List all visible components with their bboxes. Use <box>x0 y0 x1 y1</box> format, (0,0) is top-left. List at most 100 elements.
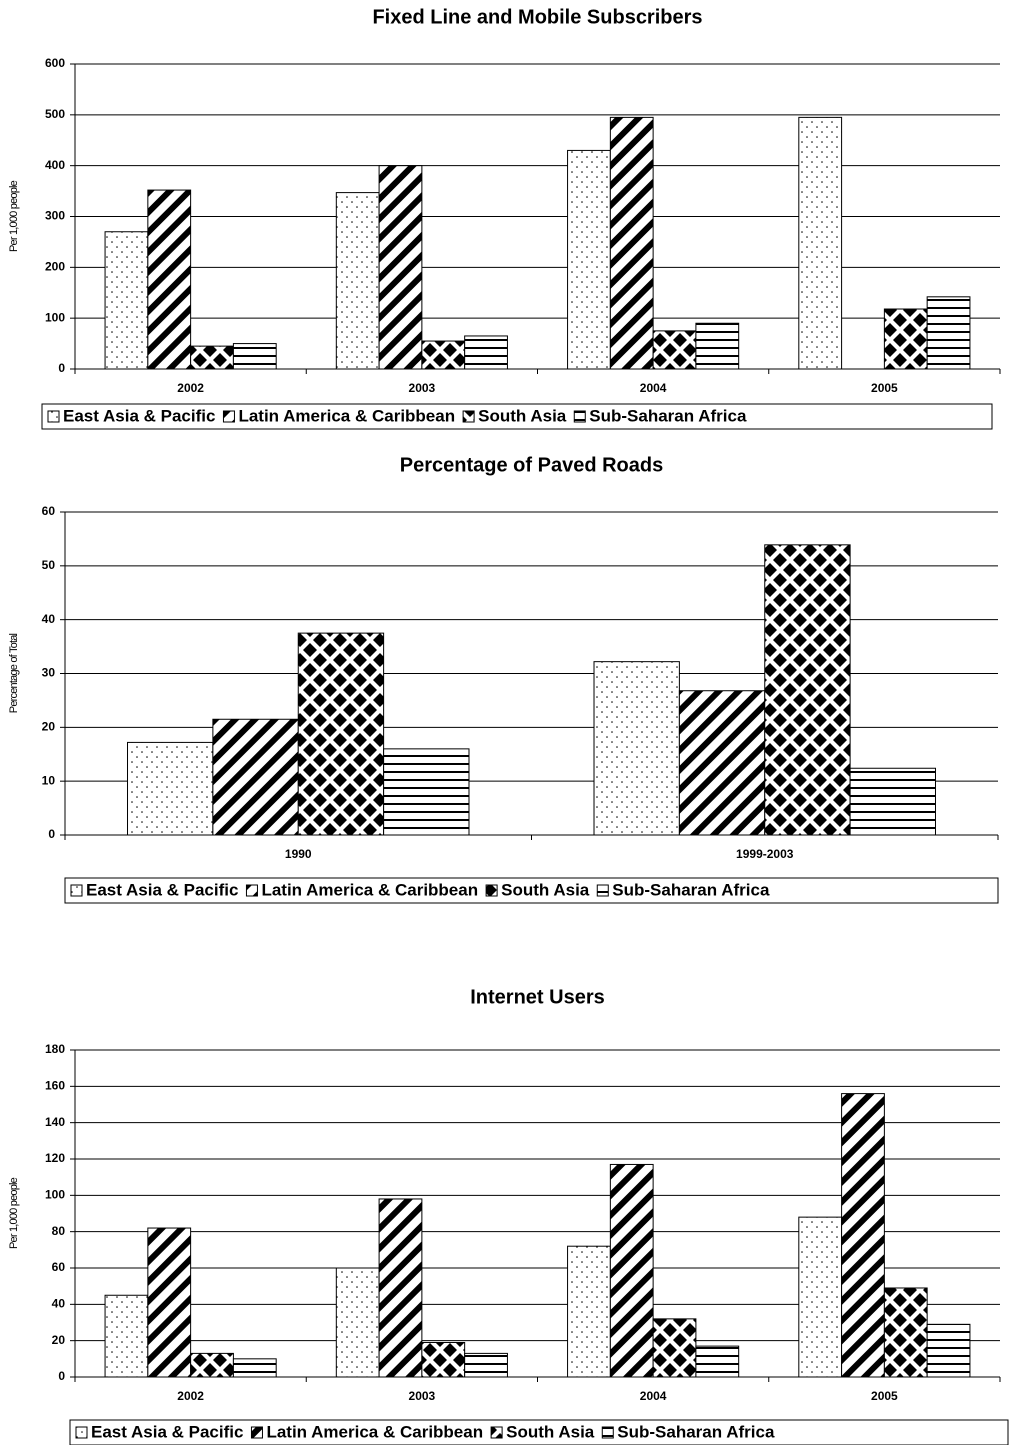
legend-box <box>69 1419 1009 1445</box>
legend-label: South Asia <box>501 880 590 899</box>
legend-box <box>41 403 993 430</box>
legend-label: Latin America & Caribbean <box>266 1422 483 1441</box>
legend-label: Sub-Saharan Africa <box>589 406 747 425</box>
bar <box>335 192 380 370</box>
y-tick-label: 40 <box>52 1297 66 1311</box>
legend-label: East Asia & Pacific <box>63 406 215 425</box>
y-tick-label: 140 <box>45 1115 65 1129</box>
legend-label: Sub-Saharan Africa <box>617 1422 775 1441</box>
y-axis-label: Percentage of Total <box>8 633 20 713</box>
y-tick-label: 60 <box>42 504 56 518</box>
bar <box>849 767 936 836</box>
bar <box>378 1198 423 1378</box>
legend-swatch <box>573 410 586 423</box>
y-tick-label: 600 <box>45 56 65 70</box>
bar <box>127 741 214 836</box>
bar <box>695 1345 740 1378</box>
bar <box>232 1358 277 1378</box>
y-axis-label: Per 1,000 people <box>8 1177 20 1249</box>
y-tick-label: 100 <box>45 1188 65 1202</box>
legend-swatch <box>250 1426 263 1439</box>
bar <box>652 1318 697 1378</box>
bar <box>652 330 697 370</box>
y-tick-label: 0 <box>48 827 55 841</box>
bar <box>104 231 149 370</box>
bar <box>567 149 611 370</box>
bar <box>567 1245 611 1378</box>
y-tick-label: 10 <box>42 773 56 787</box>
legend-label: Sub-Saharan Africa <box>612 880 770 899</box>
legend-label: Latin America & Caribbean <box>261 880 478 899</box>
bar <box>104 1294 149 1378</box>
bar <box>421 340 466 370</box>
legend-swatch <box>70 884 83 897</box>
legend-swatch <box>462 410 475 423</box>
bar <box>764 544 851 836</box>
y-tick-label: 100 <box>45 310 65 324</box>
bar <box>798 116 843 370</box>
y-tick-label: 60 <box>52 1260 66 1274</box>
y-tick-label: 500 <box>45 107 65 121</box>
bar <box>383 748 470 836</box>
y-tick-label: 40 <box>42 612 56 626</box>
legend-label: South Asia <box>478 406 567 425</box>
legend-label: South Asia <box>506 1422 595 1441</box>
y-tick-label: 0 <box>58 361 65 375</box>
legend-label: East Asia & Pacific <box>91 1422 243 1441</box>
x-tick-label: 2003 <box>409 381 436 395</box>
y-tick-label: 400 <box>45 158 65 172</box>
y-tick-label: 20 <box>52 1333 66 1347</box>
y-tick-label: 20 <box>42 720 56 734</box>
legend-swatch <box>75 1426 88 1439</box>
bar <box>190 1352 234 1378</box>
chart-title: Internet Users <box>470 986 605 1008</box>
legend-swatch <box>485 884 498 897</box>
bar <box>593 661 680 836</box>
bar <box>232 343 277 370</box>
x-tick-label: 2004 <box>640 1389 667 1403</box>
bar <box>335 1267 380 1378</box>
bar <box>883 308 928 370</box>
x-tick-label: 2004 <box>640 381 667 395</box>
x-tick-label: 2005 <box>871 381 898 395</box>
legend-swatch <box>596 884 609 897</box>
bar <box>212 718 299 836</box>
y-tick-label: 30 <box>42 666 56 680</box>
legend-label: Latin America & Caribbean <box>238 406 455 425</box>
bar <box>464 1352 508 1378</box>
y-tick-label: 200 <box>45 260 65 274</box>
legend-swatch <box>47 410 60 423</box>
bar <box>297 632 385 836</box>
legend-swatch <box>245 884 258 897</box>
legend-label: East Asia & Pacific <box>86 880 238 899</box>
bar <box>190 345 234 370</box>
y-tick-label: 0 <box>58 1369 65 1383</box>
chart-title: Percentage of Paved Roads <box>400 454 663 476</box>
legend-box <box>64 877 999 904</box>
x-tick-label: 1999-2003 <box>736 847 794 861</box>
bar <box>609 1163 654 1378</box>
y-tick-label: 300 <box>45 209 65 223</box>
bar <box>926 1323 971 1378</box>
x-tick-label: 2002 <box>177 1389 204 1403</box>
y-tick-label: 120 <box>45 1151 65 1165</box>
bar <box>926 296 971 370</box>
x-tick-label: 2002 <box>177 381 204 395</box>
y-tick-label: 160 <box>45 1079 65 1093</box>
bar <box>695 322 740 370</box>
x-tick-label: 1990 <box>285 847 312 861</box>
bar <box>609 116 654 370</box>
y-tick-label: 180 <box>45 1042 65 1056</box>
bar <box>841 1093 885 1378</box>
bar <box>798 1216 843 1378</box>
x-tick-label: 2005 <box>871 1389 898 1403</box>
bar <box>421 1341 466 1378</box>
chart-title: Fixed Line and Mobile Subscribers <box>372 6 702 28</box>
bar <box>464 335 508 370</box>
bar <box>678 690 766 836</box>
y-axis-label: Per 1,000 people <box>8 180 20 252</box>
x-tick-label: 2003 <box>409 1389 436 1403</box>
y-tick-label: 50 <box>42 558 56 572</box>
legend-swatch <box>222 410 235 423</box>
